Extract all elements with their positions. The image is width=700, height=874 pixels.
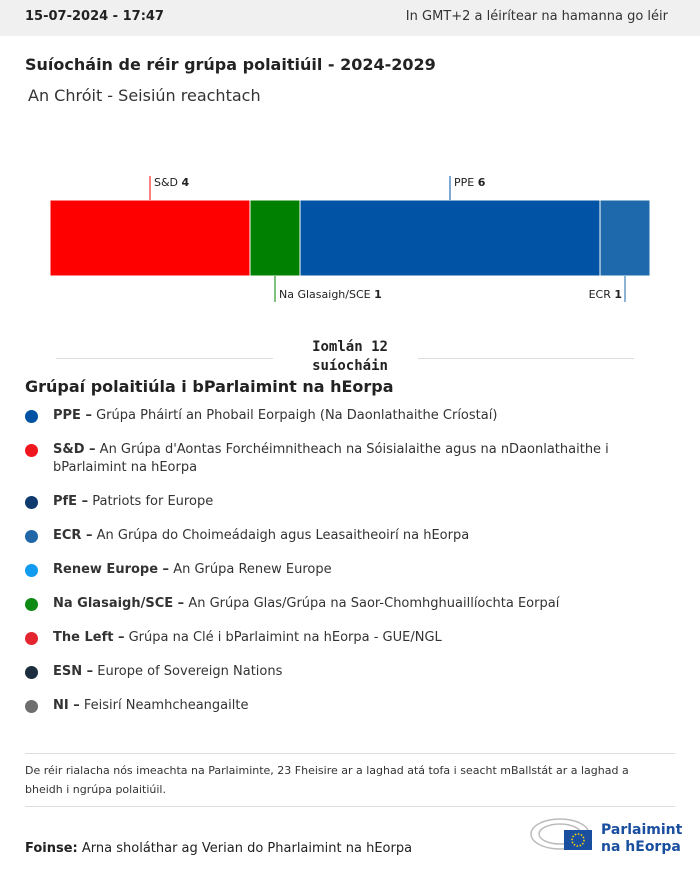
legend-label: Renew Europe – bbox=[53, 562, 170, 577]
date: 15-07-2024 - 17:47 bbox=[25, 9, 164, 24]
logo-icon bbox=[530, 818, 592, 850]
logo-line: Parlaimint bbox=[601, 822, 683, 838]
divider bbox=[418, 358, 634, 359]
source: Foinse: Arna sholáthar ag Verian do Phar… bbox=[25, 841, 412, 856]
divider bbox=[25, 753, 675, 754]
legend-dot bbox=[25, 444, 38, 457]
legend-item: ESN – Europe of Sovereign Nations bbox=[25, 663, 670, 681]
seat-count: 6 bbox=[478, 176, 486, 189]
legend-dot bbox=[25, 410, 38, 423]
segment-label: ECR 1 bbox=[589, 288, 622, 301]
legend-dot bbox=[25, 530, 38, 543]
segment-label: S&D 4 bbox=[154, 176, 190, 189]
legend-dot bbox=[25, 564, 38, 577]
legend-dot bbox=[25, 632, 38, 645]
bar-segment bbox=[599, 199, 651, 277]
bar-segment bbox=[249, 199, 301, 277]
logo-text: Parlaimint na hEorpa bbox=[601, 822, 682, 856]
legend-item: ECR – An Grúpa do Choimeádaigh agus Leas… bbox=[25, 527, 670, 545]
legend-text: An Grúpa Glas/Grúpa na Saor-Chomhghuaill… bbox=[188, 596, 560, 611]
legend-label: Na Glasaigh/SCE – bbox=[53, 596, 185, 611]
legend-dot bbox=[25, 496, 38, 509]
seat-count: 1 bbox=[614, 288, 622, 301]
legend-text: An Grúpa d'Aontas Forchéimnitheach na Só… bbox=[53, 442, 609, 475]
legend-item: Renew Europe – An Grúpa Renew Europe bbox=[25, 561, 670, 579]
legend-dot bbox=[25, 666, 38, 679]
source-label: Foinse: bbox=[25, 841, 78, 856]
series-name: S&D bbox=[154, 176, 178, 189]
legend-label: PPE – bbox=[53, 408, 92, 423]
chart-subtitle: An Chróit - Seisiún reachtach bbox=[28, 86, 261, 105]
legend-text: Grúpa Pháirtí an Phobail Eorpaigh (Na Da… bbox=[96, 408, 498, 423]
legend-label: PfE – bbox=[53, 494, 89, 509]
segment-label: PPE 6 bbox=[454, 176, 486, 189]
bar-segment bbox=[299, 199, 601, 277]
source-text: Arna sholáthar ag Verian do Pharlaimint … bbox=[81, 841, 413, 856]
legend-text: An Grúpa Renew Europe bbox=[173, 562, 332, 577]
chart-title: Suíocháin de réir grúpa polaitiúil - 202… bbox=[25, 55, 436, 74]
legend-text: Europe of Sovereign Nations bbox=[97, 664, 283, 679]
note: De réir rialacha nós imeachta na Parlaim… bbox=[25, 764, 629, 796]
legend-item: PPE – Grúpa Pháirtí an Phobail Eorpaigh … bbox=[25, 407, 670, 425]
divider bbox=[56, 358, 273, 359]
total-seats: Iomlán 12 suíocháin bbox=[312, 339, 388, 374]
seat-count: 1 bbox=[374, 288, 382, 301]
legend-dot bbox=[25, 700, 38, 713]
legend-item: Na Glasaigh/SCE – An Grúpa Glas/Grúpa na… bbox=[25, 595, 670, 613]
legend-label: ECR – bbox=[53, 528, 93, 543]
timezone: In GMT+2 a léirítear na hamanna go léir bbox=[405, 9, 668, 24]
seat-count: 4 bbox=[182, 176, 190, 189]
legend-item: The Left – Grúpa na Clé i bParlaimint na… bbox=[25, 629, 670, 647]
legend-label: The Left – bbox=[53, 630, 125, 645]
divider bbox=[25, 806, 675, 807]
series-name: ECR bbox=[589, 288, 612, 301]
legend-text: An Grúpa do Choimeádaigh agus Leasaitheo… bbox=[96, 528, 470, 543]
legend-text: Patriots for Europe bbox=[92, 494, 214, 509]
legend-item: NI – Feisirí Neamhcheangailte bbox=[25, 697, 670, 715]
legend-label: S&D – bbox=[53, 442, 96, 457]
legend-item: PfE – Patriots for Europe bbox=[25, 493, 670, 511]
legend-item: S&D – An Grúpa d'Aontas Forchéimnitheach… bbox=[25, 441, 670, 477]
legend-label: NI – bbox=[53, 698, 80, 713]
top-bar: 15-07-2024 - 17:47 In GMT+2 a léirítear … bbox=[0, 0, 700, 36]
legend-dot bbox=[25, 598, 38, 611]
legend: PPE – Grúpa Pháirtí an Phobail Eorpaigh … bbox=[25, 407, 670, 731]
legend-label: ESN – bbox=[53, 664, 94, 679]
series-name: Na Glasaigh/SCE bbox=[279, 288, 371, 301]
segment-label: Na Glasaigh/SCE 1 bbox=[279, 288, 382, 301]
bar-segment bbox=[49, 199, 251, 277]
logo-line: na hEorpa bbox=[601, 839, 681, 855]
legend-text: Feisirí Neamhcheangailte bbox=[83, 698, 249, 713]
legend-title: Grúpaí polaitiúla i bParlaimint na hEorp… bbox=[25, 377, 394, 396]
legend-text: Grúpa na Clé i bParlaimint na hEorpa - G… bbox=[128, 630, 442, 645]
chart: S&D 4 Na Glasaigh/SCE 1 PPE 6 ECR 1 bbox=[49, 176, 651, 302]
series-name: PPE bbox=[454, 176, 474, 189]
